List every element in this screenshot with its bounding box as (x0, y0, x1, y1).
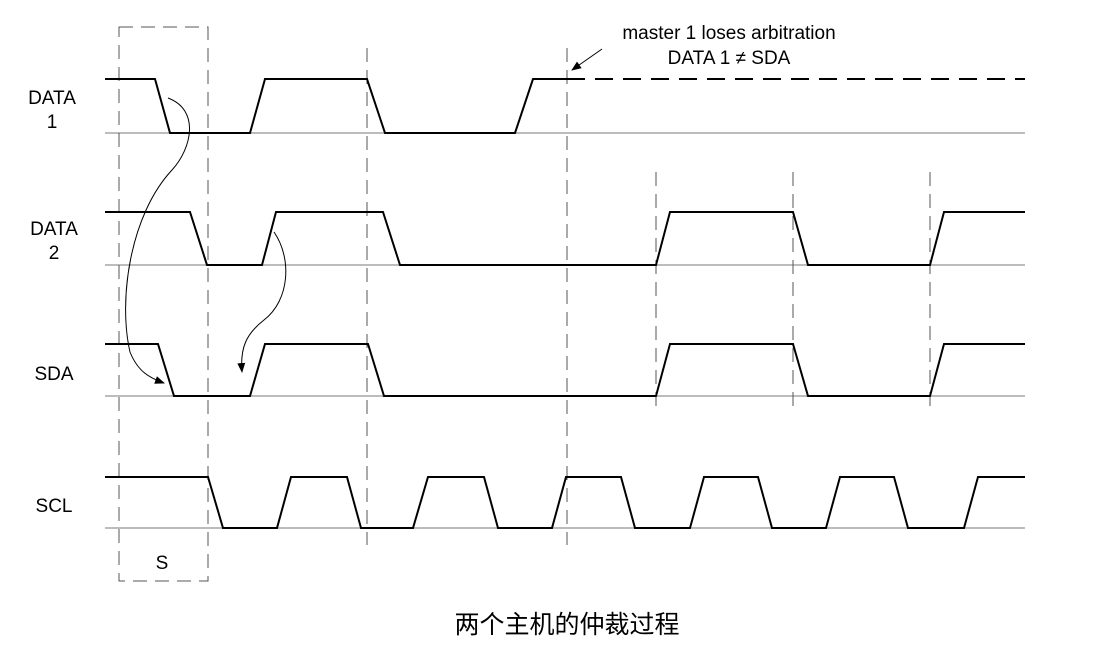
sda-waveform (105, 343, 1025, 397)
data2-label-line1: DATA (30, 219, 78, 240)
data1-waveform (105, 78, 567, 134)
scl-waveform (105, 476, 1025, 529)
data2-to-sda-arrow (237, 231, 287, 373)
data1-label-line1: DATA (28, 88, 76, 109)
sda-label: SDA (34, 364, 73, 385)
start-condition-box (118, 26, 209, 582)
data2-waveform (105, 211, 1025, 266)
data2-label-line2: 2 (49, 243, 60, 264)
data1-to-sda-arrow (125, 97, 190, 384)
guide-lines (366, 48, 931, 545)
arbitration-annotation-line2: DATA 1 ≠ SDA (668, 48, 791, 69)
baselines (105, 132, 1025, 529)
scl-label: SCL (36, 496, 73, 517)
figure-caption: 两个主机的仲裁过程 (454, 610, 679, 639)
arbitration-annotation-line1: master 1 loses arbitration (622, 23, 835, 44)
start-label: S (156, 553, 169, 574)
data1-label-line2: 1 (47, 112, 58, 133)
arbitration-pointer-arrow (571, 48, 603, 71)
